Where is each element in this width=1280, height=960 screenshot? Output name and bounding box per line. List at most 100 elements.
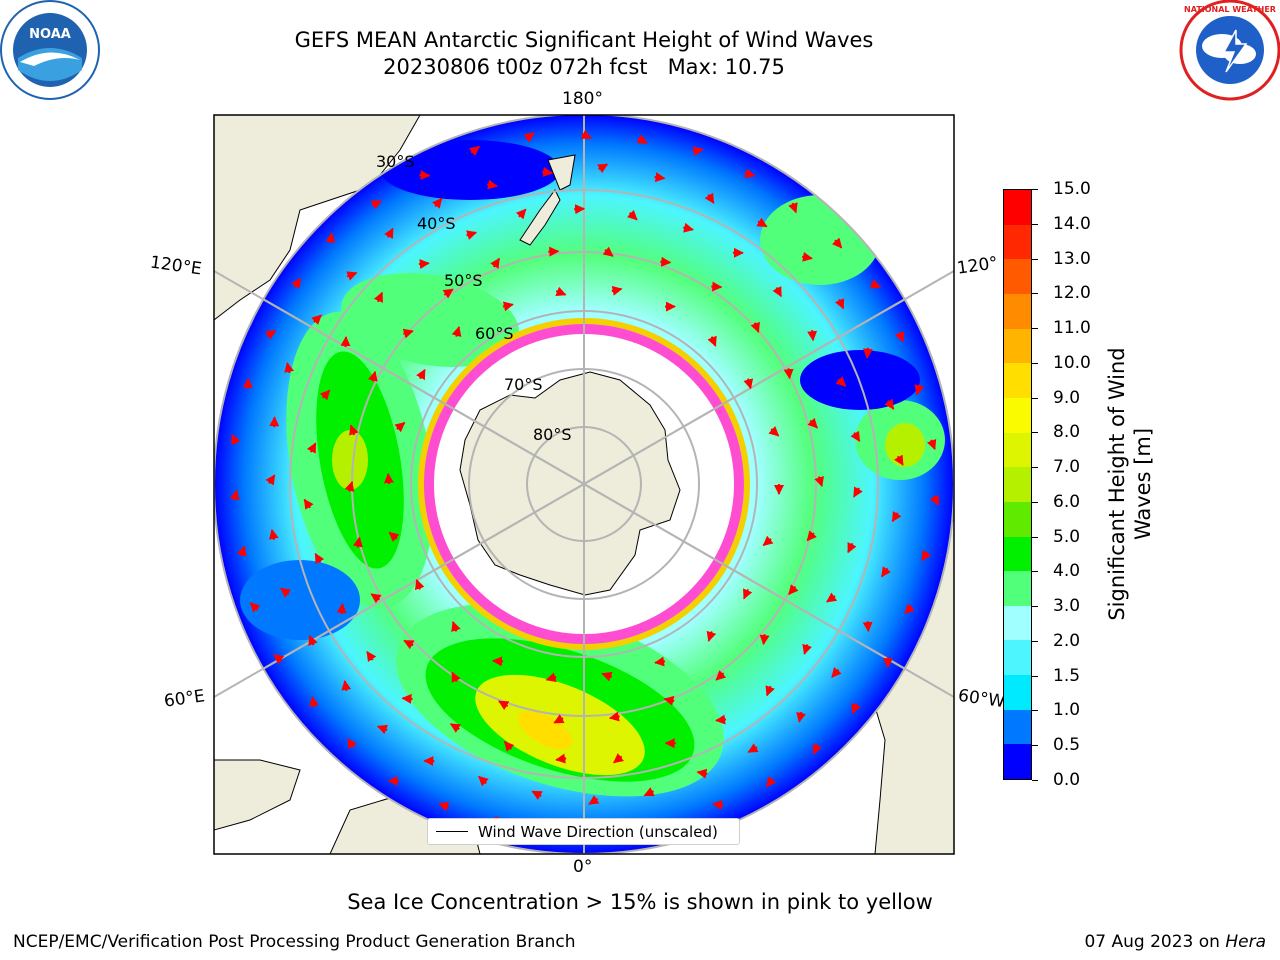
wave-direction-arrow bbox=[502, 301, 514, 312]
wave-direction-arrow bbox=[870, 279, 882, 289]
footer-credit: NCEP/EMC/Verification Post Processing Pr… bbox=[13, 932, 576, 952]
wave-direction-arrow bbox=[553, 714, 565, 724]
lat-label-70s: 70°S bbox=[504, 375, 543, 394]
wave-direction-arrow bbox=[451, 326, 462, 338]
wave-direction-arrow bbox=[503, 740, 515, 752]
wave-direction-arrow bbox=[349, 424, 359, 436]
wave-direction-arrow bbox=[265, 474, 276, 486]
colorbar-tick-mark bbox=[1032, 467, 1038, 469]
wave-direction-arrow bbox=[801, 251, 813, 262]
colorbar-tick-label: 5.0 bbox=[1053, 526, 1081, 547]
wave-direction-arrow bbox=[542, 166, 554, 177]
wave-direction-arrow bbox=[341, 680, 352, 692]
colorbar-tick-label: 14.0 bbox=[1053, 213, 1091, 234]
wave-direction-arrow bbox=[759, 634, 770, 646]
noaa-logo: NOAA bbox=[0, 0, 100, 100]
wave-direction-arrow bbox=[394, 421, 406, 433]
wave-direction-arrow bbox=[683, 222, 694, 233]
wave-direction-arrow bbox=[711, 281, 723, 292]
wave-direction-arrow bbox=[438, 801, 450, 812]
wave-direction-arrow bbox=[814, 476, 824, 488]
wave-direction-arrow bbox=[597, 163, 609, 174]
wave-direction-arrow bbox=[515, 208, 527, 220]
wave-direction-arrow bbox=[265, 329, 277, 340]
colorbar-tick-label: 0.5 bbox=[1053, 735, 1081, 756]
wave-direction-arrow bbox=[894, 454, 904, 466]
wave-direction-arrow bbox=[384, 227, 394, 239]
wave-direction-arrow bbox=[268, 528, 279, 540]
chart-title: GEFS MEAN Antarctic Significant Height o… bbox=[294, 28, 874, 52]
colorbar-tick-label: 6.0 bbox=[1053, 491, 1081, 512]
colorbar-segment bbox=[1004, 640, 1031, 676]
colorbar-segment bbox=[1004, 605, 1031, 641]
wave-direction-arrow bbox=[291, 277, 302, 289]
wave-direction-arrow bbox=[469, 145, 480, 157]
wave-direction-arrow bbox=[826, 592, 838, 603]
wave-direction-arrow bbox=[376, 724, 388, 735]
map-frame bbox=[213, 114, 955, 855]
wave-direction-arrow bbox=[432, 197, 443, 209]
colorbar-segment bbox=[1004, 397, 1031, 433]
wave-direction-arrow bbox=[346, 271, 358, 281]
wave-direction-arrow bbox=[555, 753, 567, 764]
wave-direction-arrow bbox=[466, 230, 478, 240]
wave-direction-arrow bbox=[492, 656, 504, 667]
colorbar-tick-label: 8.0 bbox=[1053, 422, 1081, 443]
wave-direction-arrow bbox=[370, 200, 382, 210]
lat-label-60s: 60°S bbox=[475, 324, 514, 343]
wave-direction-arrow bbox=[314, 552, 325, 565]
wave-direction-arrow bbox=[325, 232, 336, 244]
wave-direction-arrow bbox=[744, 168, 756, 179]
wave-direction-arrow bbox=[914, 384, 925, 396]
colorbar-tick-mark bbox=[1032, 780, 1038, 781]
wave-direction-arrow bbox=[531, 790, 543, 801]
sea-ice-caption: Sea Ice Concentration > 15% is shown in … bbox=[347, 890, 933, 914]
wave-direction-arrow bbox=[765, 685, 775, 697]
colorbar-tick-label: 10.0 bbox=[1053, 352, 1091, 373]
wave-direction-arrow bbox=[831, 237, 843, 249]
wave-direction-arrow bbox=[743, 378, 754, 390]
colorbar-tick-mark bbox=[1032, 432, 1038, 434]
new-zealand bbox=[519, 189, 561, 246]
wave-direction-arrow bbox=[756, 217, 768, 228]
wave-direction-arrow bbox=[626, 209, 638, 221]
wave-direction-arrow bbox=[336, 603, 347, 614]
colorbar-segment bbox=[1004, 675, 1031, 710]
wave-direction-arrow bbox=[891, 511, 902, 523]
colorbar-tick-label: 7.0 bbox=[1053, 457, 1081, 478]
colorbar-tick-mark bbox=[1032, 328, 1038, 330]
colorbar-tick-label: 15.0 bbox=[1053, 179, 1091, 199]
colorbar-segment bbox=[1004, 363, 1031, 398]
wave-direction-arrow bbox=[588, 795, 600, 805]
footer-date: 07 Aug 2023 on Hera bbox=[1084, 932, 1266, 952]
wave-direction-arrow bbox=[308, 634, 318, 646]
colorbar-tick-label: 12.0 bbox=[1053, 283, 1091, 304]
wave-direction-arrow bbox=[309, 696, 319, 708]
wave-direction-arrow bbox=[306, 442, 317, 454]
wave-direction-arrow bbox=[418, 259, 430, 269]
wave-direction-arrow bbox=[712, 800, 724, 811]
wave-direction-arrow bbox=[636, 134, 648, 144]
colorbar-tick-label: 3.0 bbox=[1053, 596, 1081, 617]
colorbar-tick-mark bbox=[1032, 606, 1038, 608]
wave-direction-arrow bbox=[273, 653, 285, 665]
wave-direction-arrow bbox=[847, 542, 857, 554]
wave-direction-arrow bbox=[783, 368, 794, 380]
colorbar-tick-label: 0.0 bbox=[1053, 770, 1081, 790]
wave-direction-arrow bbox=[602, 246, 614, 257]
colorbar-tick-mark bbox=[1032, 571, 1038, 573]
wave-direction-arrow bbox=[545, 672, 557, 683]
colorbar-tick-mark bbox=[1032, 745, 1038, 747]
wave-direction-arrow bbox=[401, 693, 413, 704]
wave-direction-arrow bbox=[419, 170, 431, 181]
colorbar-title: Significant Height of Wind Waves [m] bbox=[1104, 347, 1156, 620]
wave-direction-arrow bbox=[806, 530, 817, 542]
wave-direction-arrow bbox=[442, 288, 454, 299]
lon-label-0: 0° bbox=[573, 857, 593, 877]
lat-label-30s: 30°S bbox=[376, 152, 415, 171]
wave-direction-arrow bbox=[366, 650, 377, 663]
wave-patches bbox=[240, 140, 945, 797]
colorbar-tick-mark bbox=[1032, 258, 1038, 260]
wave-direction-arrow bbox=[236, 545, 247, 557]
colorbar-segment bbox=[1004, 467, 1031, 502]
